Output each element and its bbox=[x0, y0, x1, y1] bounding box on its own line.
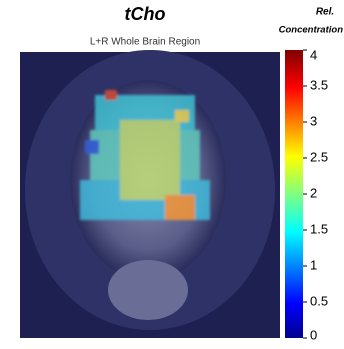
subtitle: L+R Whole Brain Region bbox=[90, 37, 200, 48]
title: tCho bbox=[125, 4, 166, 24]
tick-label: 1 bbox=[310, 257, 317, 272]
brain-image bbox=[20, 50, 280, 338]
colorbar bbox=[285, 50, 303, 338]
colorbar-label: Concentration bbox=[279, 25, 344, 36]
tick-label: 0.5 bbox=[310, 293, 328, 308]
tick-label: 2.5 bbox=[310, 149, 328, 164]
tick-label: 3.5 bbox=[310, 77, 328, 92]
tick-label: 2 bbox=[310, 185, 317, 200]
tick-label: 3 bbox=[310, 113, 317, 128]
colorbar-label: Rel. bbox=[316, 7, 334, 18]
tick-label: 4 bbox=[310, 47, 317, 62]
tick-label: 1.5 bbox=[310, 221, 328, 236]
tick-label: 0 bbox=[310, 327, 317, 342]
